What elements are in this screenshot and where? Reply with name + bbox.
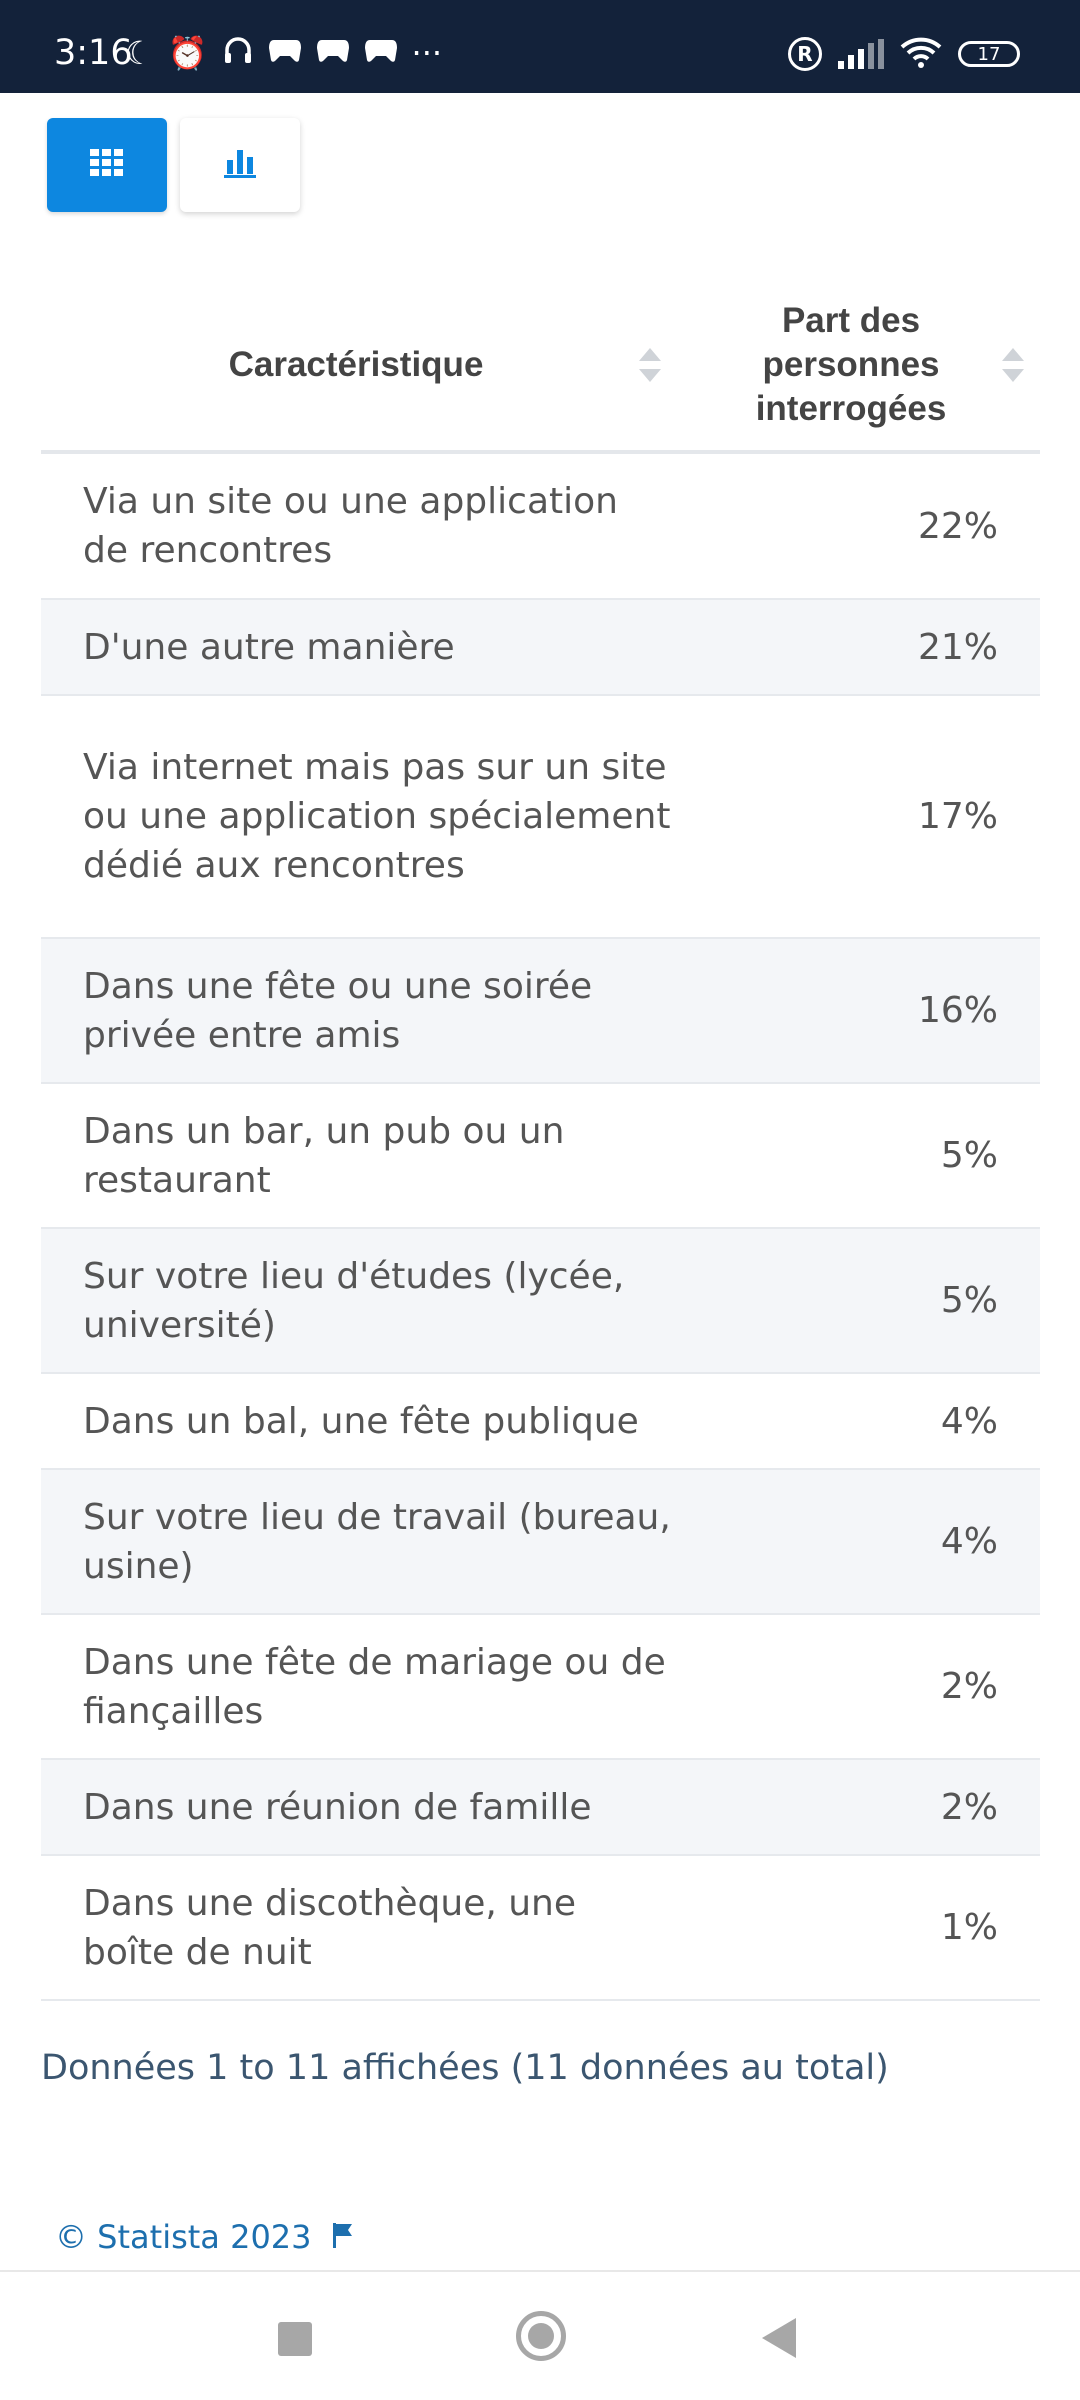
- game-icon: [268, 36, 302, 69]
- bar-chart-icon: [224, 148, 256, 182]
- headphones-icon: [222, 34, 254, 71]
- row-label: Sur votre lieu de travail (bureau, usine…: [83, 1496, 671, 1587]
- row-value: 2%: [940, 1786, 998, 1828]
- row-value: 22%: [917, 505, 998, 547]
- row-label: Dans une discothèque, une boîte de nuit: [83, 1882, 577, 1973]
- row-value: 5%: [940, 1280, 998, 1321]
- row-value: 17%: [917, 796, 998, 837]
- table-view-button[interactable]: [47, 118, 167, 212]
- row-label: Dans une fête ou une soirée privée entre…: [83, 965, 593, 1056]
- divider: [0, 2270, 1080, 2272]
- row-value: 4%: [940, 1400, 998, 1442]
- table-row: Sur votre lieu d'études (lycée, universi…: [41, 1229, 1040, 1374]
- status-bar: 3:16 ☾ ⏰ ··· R 17: [0, 0, 1080, 93]
- more-notifications-icon: ···: [411, 33, 443, 72]
- row-value: 2%: [940, 1666, 998, 1707]
- statista-copyright: © Statista 2023: [55, 2218, 354, 2256]
- row-value: 1%: [940, 1907, 998, 1948]
- game-icon: [316, 36, 350, 69]
- table-row: Dans une discothèque, une boîte de nuit …: [41, 1856, 1040, 2001]
- row-label: Dans une réunion de famille: [83, 1786, 592, 1828]
- battery-icon: 17: [958, 41, 1020, 67]
- table-row: Via internet mais pas sur un site ou une…: [41, 696, 1040, 939]
- grid-icon: [90, 149, 124, 181]
- table-row: Sur votre lieu de travail (bureau, usine…: [41, 1470, 1040, 1615]
- row-value: 16%: [917, 990, 998, 1031]
- chart-view-button[interactable]: [180, 118, 300, 212]
- row-label: Via un site ou une application de rencon…: [83, 481, 618, 571]
- column-header-characteristic-label: Caractéristique: [228, 345, 484, 384]
- flag-icon[interactable]: [332, 2218, 354, 2256]
- data-table: Caractéristique Part des personnes inter…: [41, 280, 1040, 2001]
- row-label: Dans une fête de mariage ou de fiançaill…: [83, 1641, 666, 1732]
- table-row: Dans une fête de mariage ou de fiançaill…: [41, 1615, 1040, 1760]
- wifi-icon: [900, 36, 942, 72]
- row-value: 5%: [940, 1135, 998, 1176]
- alarm-icon: ⏰: [167, 33, 208, 72]
- game-icon: [364, 36, 398, 69]
- moon-icon: ☾: [125, 33, 154, 72]
- row-label: Dans un bal, une fête publique: [83, 1400, 639, 1442]
- status-system-icons: R 17: [788, 36, 1020, 72]
- column-header-characteristic[interactable]: Caractéristique: [41, 280, 671, 450]
- recent-apps-button[interactable]: [278, 2322, 312, 2356]
- row-label: D'une autre manière: [83, 626, 455, 668]
- table-row: D'une autre manière 21%: [41, 600, 1040, 696]
- sort-icon[interactable]: [639, 348, 661, 382]
- sort-icon[interactable]: [1002, 348, 1024, 382]
- column-header-share[interactable]: Part des personnes interrogées: [721, 280, 981, 450]
- signal-icon: [838, 39, 884, 69]
- column-header-share-label: Part des personnes interrogées: [755, 301, 947, 428]
- status-notification-icons: ☾ ⏰ ···: [125, 34, 442, 71]
- table-row: Dans une fête ou une soirée privée entre…: [41, 939, 1040, 1084]
- row-label: Via internet mais pas sur un site ou une…: [83, 747, 671, 886]
- registered-icon: R: [788, 37, 822, 71]
- status-time: 3:16: [54, 33, 133, 73]
- table-row: Dans un bar, un pub ou un restaurant 5%: [41, 1084, 1040, 1229]
- back-button[interactable]: [762, 2318, 796, 2358]
- table-row: Dans une réunion de famille 2%: [41, 1760, 1040, 1856]
- table-row: Dans un bal, une fête publique 4%: [41, 1374, 1040, 1470]
- table-row: Via un site ou une application de rencon…: [41, 454, 1040, 600]
- table-header: Caractéristique Part des personnes inter…: [41, 280, 1040, 454]
- battery-level: 17: [977, 43, 1001, 65]
- copyright-link[interactable]: © Statista 2023: [55, 2218, 312, 2256]
- row-value: 21%: [917, 626, 998, 668]
- row-label: Sur votre lieu d'études (lycée, universi…: [83, 1255, 625, 1346]
- home-button[interactable]: [516, 2311, 566, 2361]
- records-count-text: Données 1 to 11 affichées (11 données au…: [41, 2048, 889, 2088]
- row-value: 4%: [940, 1521, 998, 1562]
- row-label: Dans un bar, un pub ou un restaurant: [83, 1110, 565, 1201]
